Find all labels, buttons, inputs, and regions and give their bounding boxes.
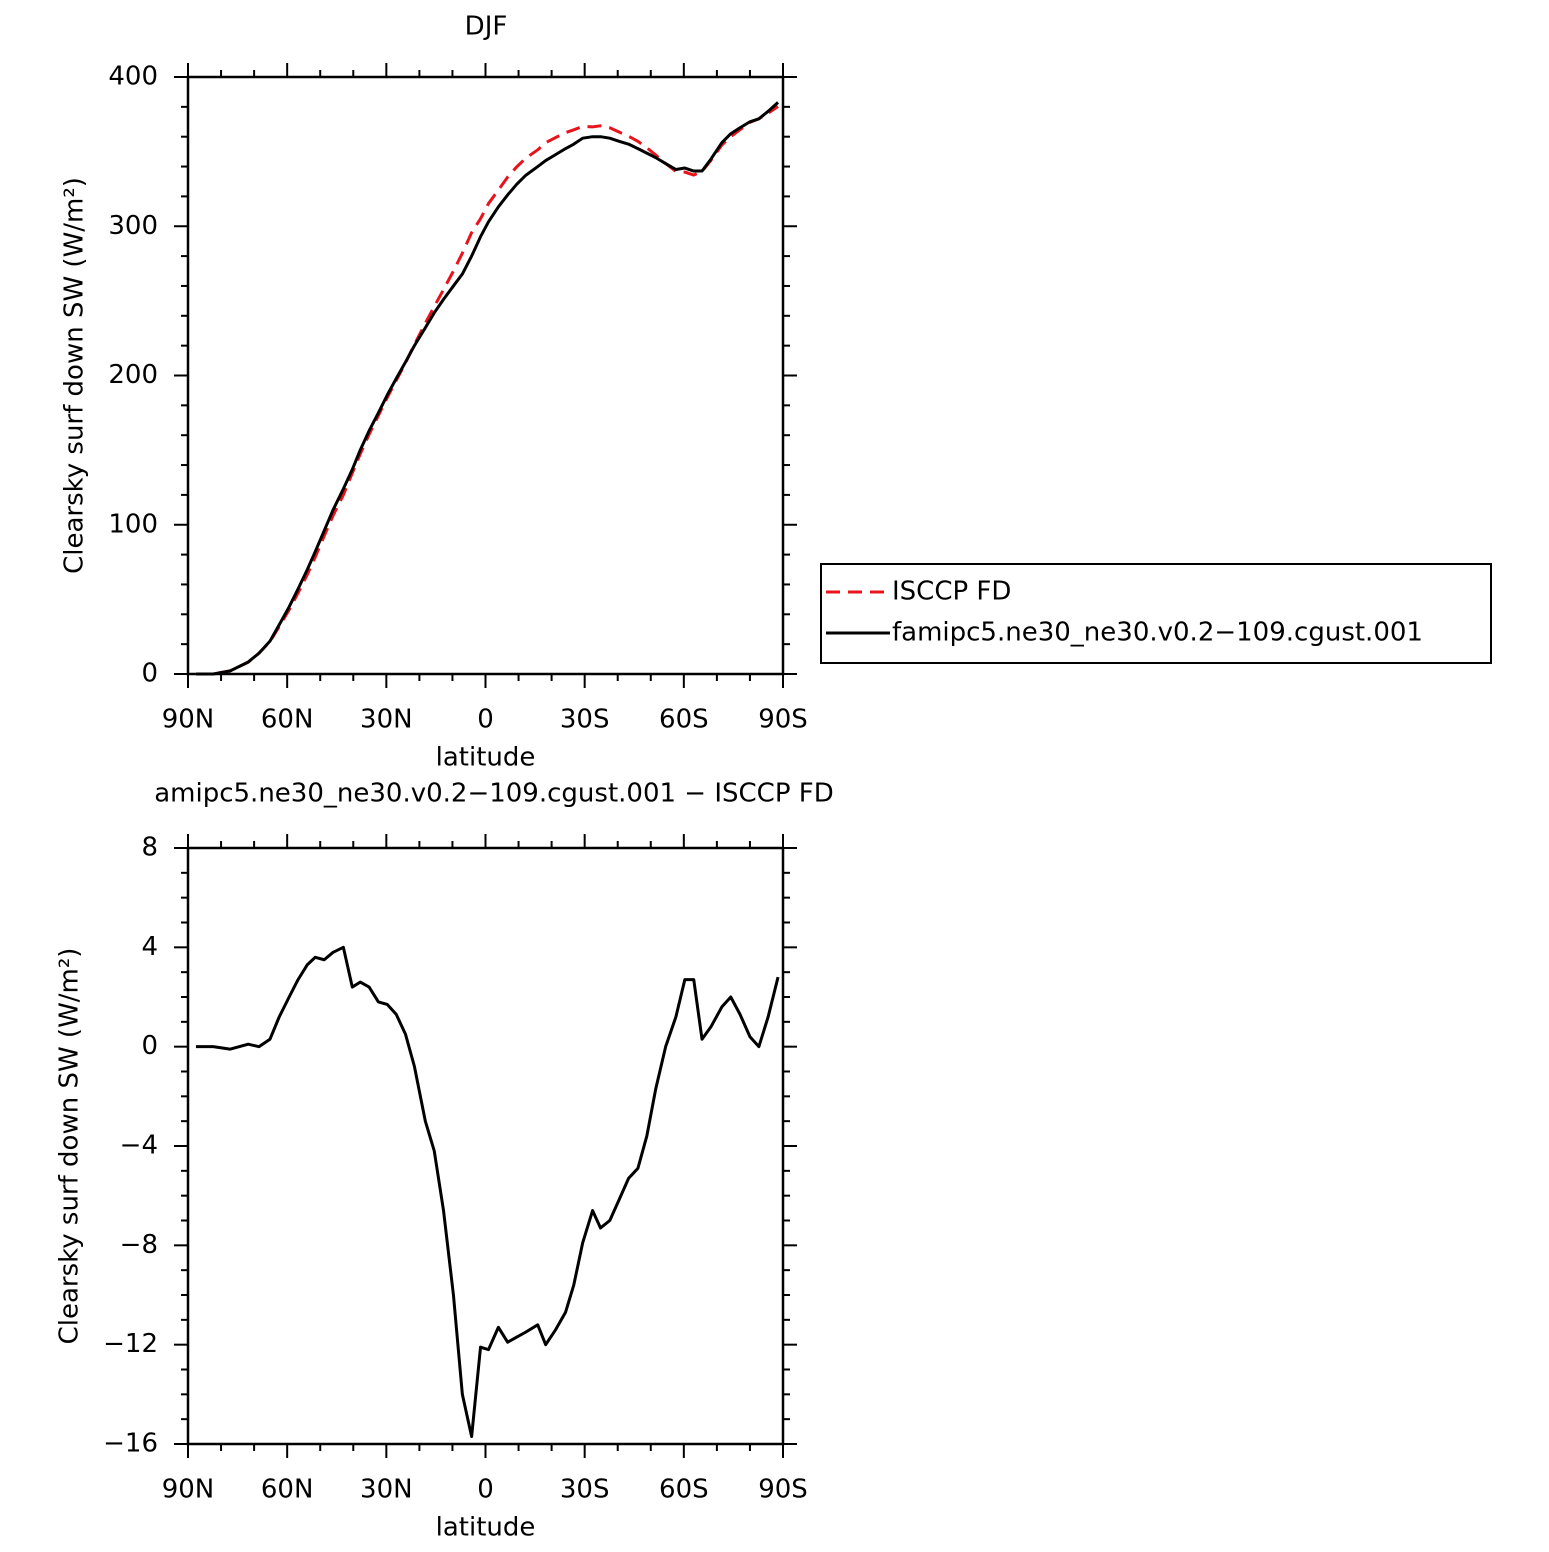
chart-title: DJF <box>465 12 508 42</box>
y-tick-label: −16 <box>103 1429 158 1459</box>
y-tick-label: 400 <box>108 62 158 92</box>
chart-title: amipc5.ne30_ne30.v0.2−109.cgust.001 − IS… <box>154 779 834 809</box>
plot-frame <box>186 75 785 676</box>
y-tick-label: 100 <box>108 509 158 539</box>
plot-frame <box>186 846 785 1446</box>
x-tick-label: 0 <box>477 705 494 735</box>
series-line <box>195 101 780 676</box>
y-tick-label: 200 <box>108 360 158 390</box>
y-tick-label: 8 <box>141 833 158 863</box>
x-tick-label: 90N <box>162 705 215 735</box>
x-tick-label: 90N <box>162 1475 215 1505</box>
x-tick-label: 90S <box>758 705 808 735</box>
x-axis-label: latitude <box>436 1513 536 1543</box>
legend-box <box>820 563 1492 664</box>
x-axis-label: latitude <box>436 743 536 773</box>
x-tick-label: 30S <box>560 705 610 735</box>
series-line <box>195 105 779 676</box>
legend-label: famipc5.ne30_ne30.v0.2−109.cgust.001 <box>892 618 1423 648</box>
x-tick-label: 30N <box>360 705 413 735</box>
x-tick-label: 60N <box>261 1475 314 1505</box>
y-tick-label: 0 <box>141 659 158 689</box>
x-tick-label: 30N <box>360 1475 413 1505</box>
y-tick-label: −12 <box>103 1329 158 1359</box>
x-tick-label: 30S <box>560 1475 610 1505</box>
series-line <box>195 945 780 1439</box>
x-tick-label: 60N <box>261 705 314 735</box>
legend-label: ISCCP FD <box>892 577 1011 607</box>
y-tick-label: 300 <box>108 211 158 241</box>
x-tick-label: 60S <box>659 705 709 735</box>
y-axis-label: Clearsky surf down SW (W/m²) <box>55 948 85 1345</box>
y-tick-label: −4 <box>120 1131 158 1161</box>
x-tick-label: 90S <box>758 1475 808 1505</box>
y-tick-label: 0 <box>141 1031 158 1061</box>
x-tick-label: 60S <box>659 1475 709 1505</box>
y-axis-label: Clearsky surf down SW (W/m²) <box>60 177 90 574</box>
y-tick-label: −8 <box>120 1230 158 1260</box>
y-tick-label: 4 <box>141 932 158 962</box>
x-tick-label: 0 <box>477 1475 494 1505</box>
